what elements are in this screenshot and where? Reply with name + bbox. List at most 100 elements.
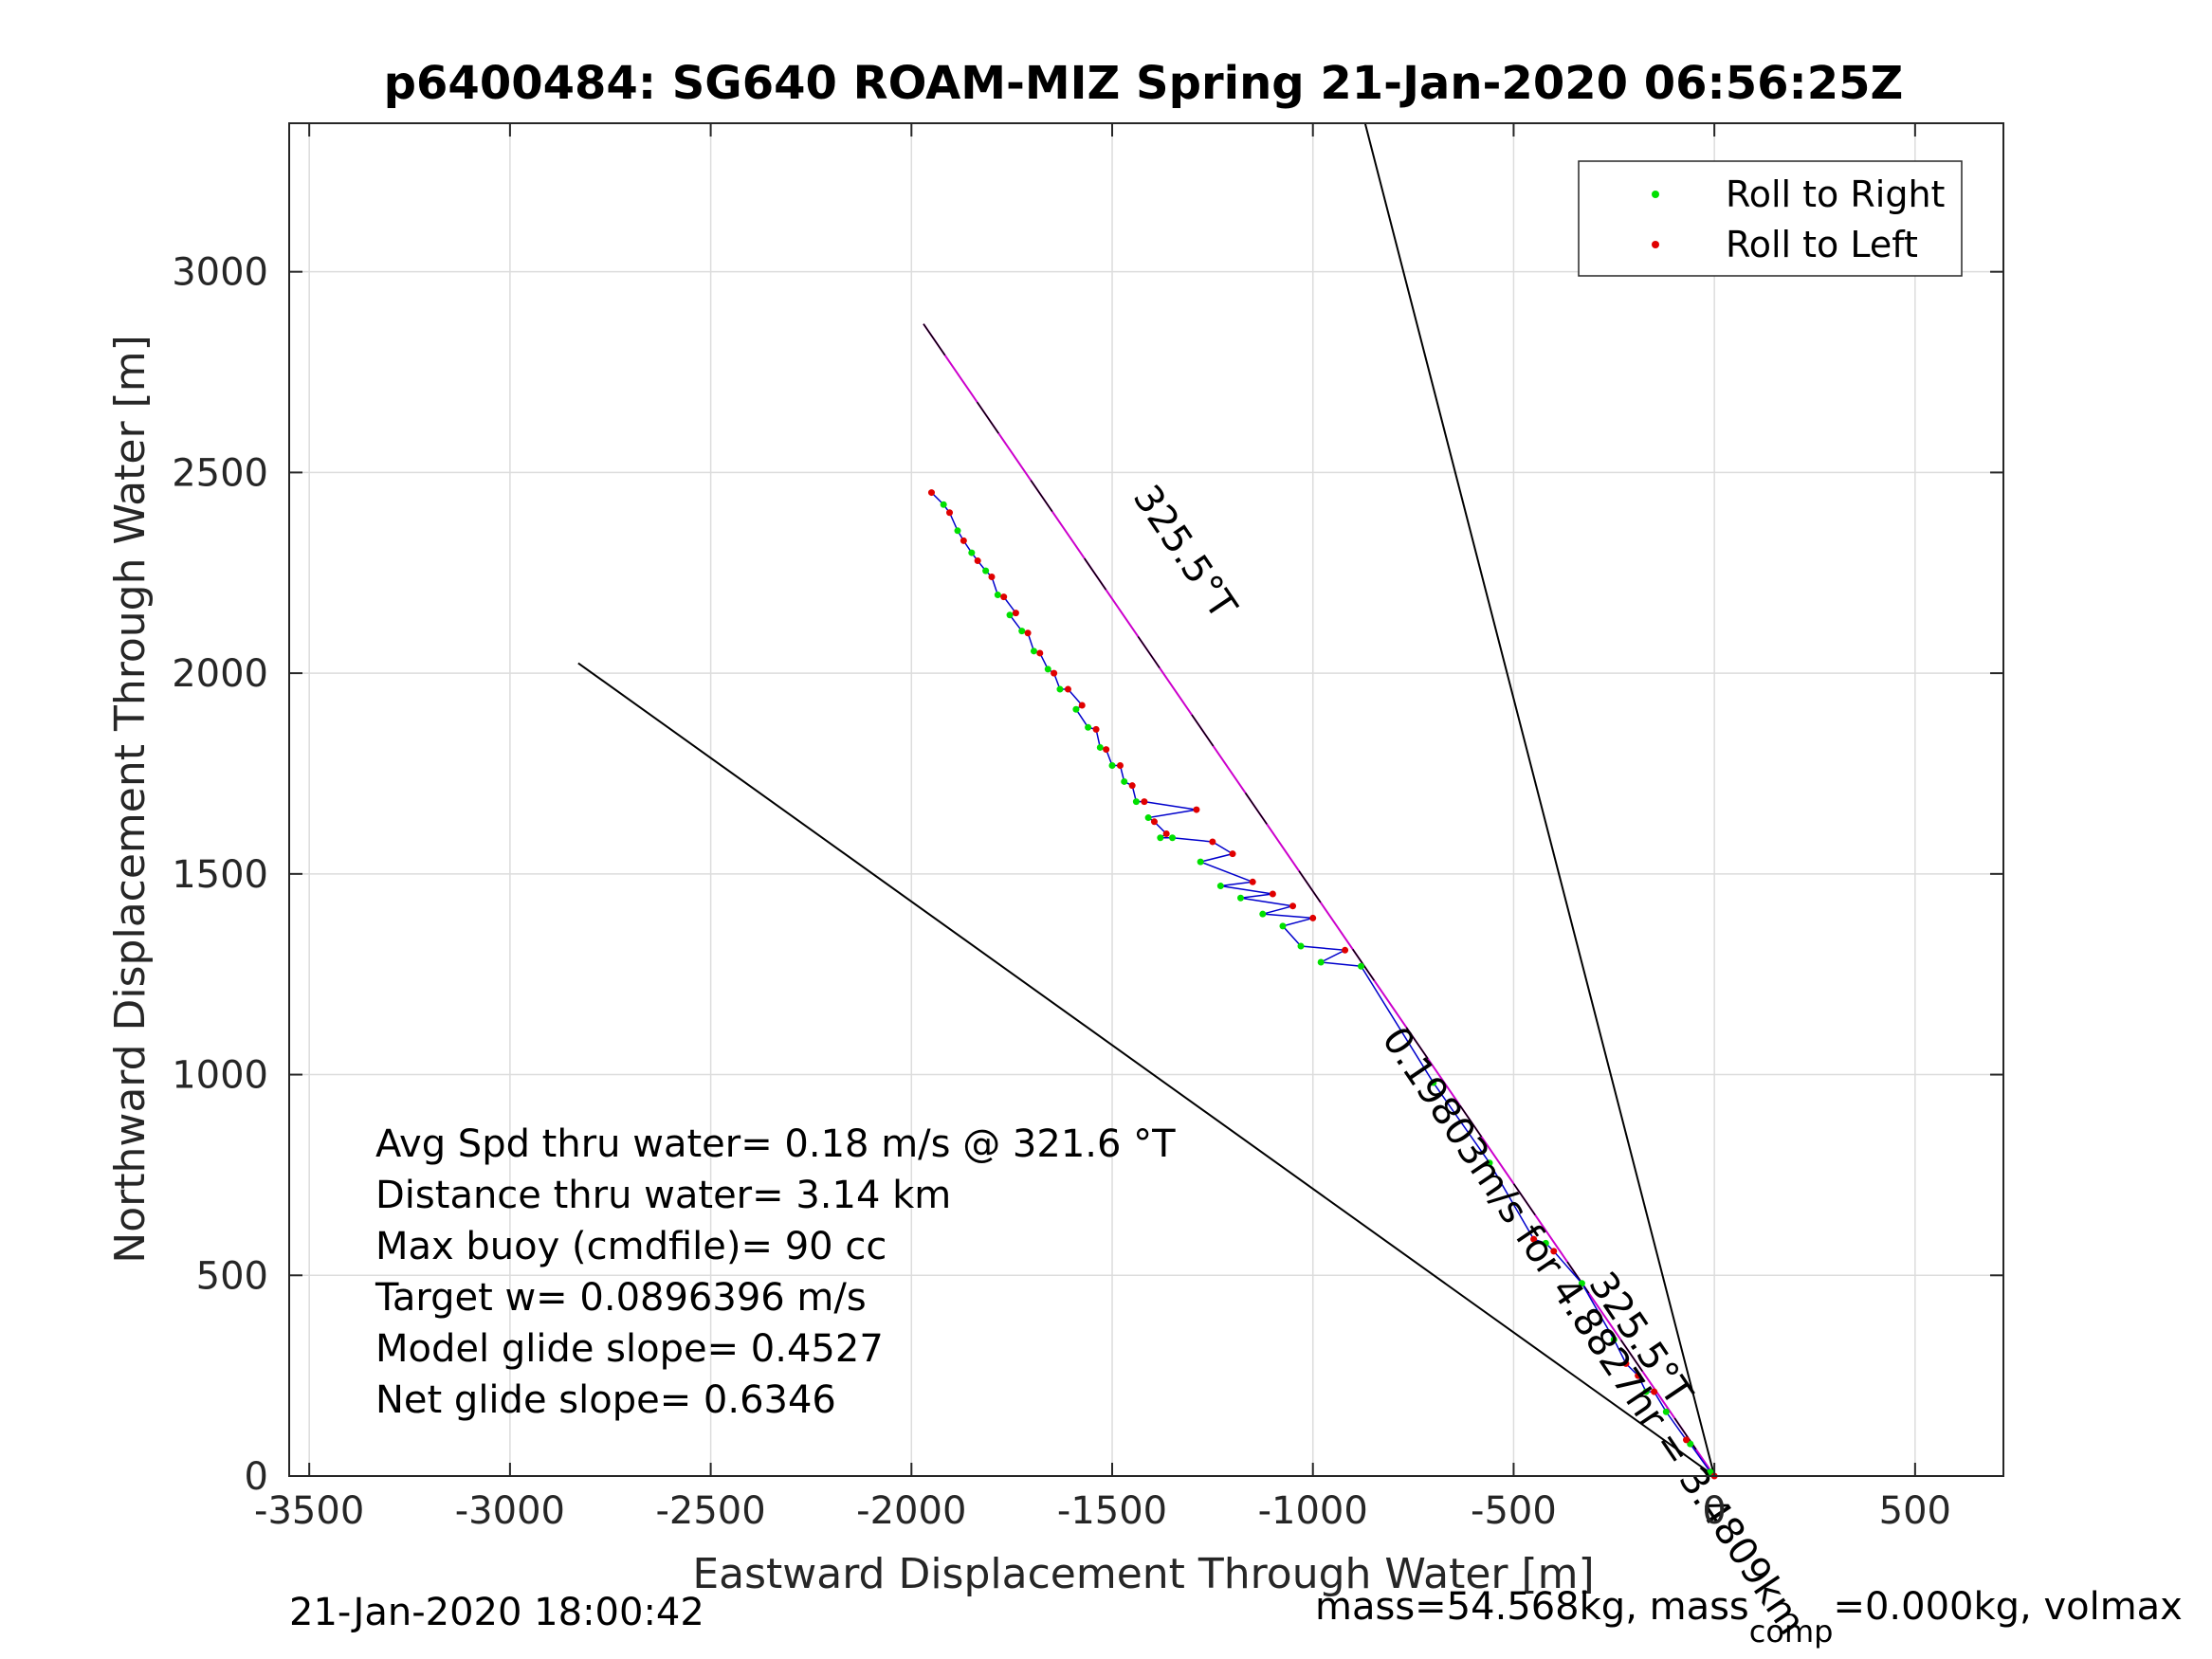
roll-left-point: [1682, 1436, 1690, 1444]
roll-left-point: [1150, 818, 1158, 826]
roll-right-point: [1578, 1280, 1585, 1287]
roll-right-point: [982, 567, 990, 574]
roll-right-point: [1486, 1159, 1493, 1167]
roll-right-point: [1169, 834, 1177, 842]
roll-right-point: [1259, 910, 1267, 918]
footer-mass-subscript: comp: [1749, 1613, 1834, 1650]
roll-left-point: [1530, 1235, 1538, 1243]
y-tick-label: 500: [196, 1254, 268, 1298]
chart-title: p6400484: SG640 ROAM-MIZ Spring 21-Jan-2…: [384, 57, 1904, 110]
roll-left-point: [1651, 1388, 1658, 1395]
reference-line: [577, 662, 1715, 1477]
roll-right-point: [1018, 628, 1026, 635]
legend-box: [1578, 160, 1963, 277]
footer-mass: mass=54.568kg, masscomp=0.000kg, volmax: [1315, 1585, 2183, 1650]
roll-right-point: [1072, 705, 1080, 713]
roll-right-point: [1096, 743, 1104, 751]
y-tick-label: 1500: [172, 853, 268, 897]
roll-right-point: [1144, 814, 1152, 822]
x-tick-label: 500: [1879, 1489, 1951, 1533]
roll-right-point: [1056, 685, 1064, 693]
x-tick-label: 0: [1702, 1489, 1726, 1533]
x-tick-label: -1500: [1057, 1489, 1167, 1533]
x-tick-label: -500: [1471, 1489, 1557, 1533]
legend-label-roll-right: Roll to Right: [1726, 173, 1945, 215]
roll-left-point: [927, 489, 935, 497]
roll-left-point: [1209, 838, 1216, 846]
roll-left-point: [1229, 850, 1236, 858]
reference-line: [1363, 122, 1716, 1477]
info-target-w: Target w= 0.0896396 m/s: [375, 1276, 867, 1320]
legend-marker-roll-left: [1652, 241, 1659, 248]
info-net-glide-slope: Net glide slope= 0.6346: [375, 1378, 836, 1422]
roll-right-point: [1108, 762, 1116, 770]
x-tick-label: -3000: [455, 1489, 565, 1533]
roll-left-point: [1141, 798, 1148, 806]
roll-right-point: [1662, 1408, 1670, 1415]
x-tick-label: -3500: [254, 1489, 364, 1533]
roll-right-point: [1085, 723, 1092, 731]
roll-left-point: [1078, 702, 1086, 709]
roll-left-point: [1103, 746, 1110, 754]
footer-mass-suffix: =0.000kg, volmax: [1833, 1585, 2182, 1629]
x-tick-label: -1000: [1258, 1489, 1368, 1533]
y-tick-label: 3000: [172, 251, 268, 295]
roll-right-point: [1006, 611, 1014, 619]
roll-right-point: [1157, 834, 1164, 842]
axis-ticks: [289, 123, 2003, 1477]
roll-left-point: [1051, 669, 1058, 677]
roll-left-point: [1249, 878, 1256, 885]
roll-left-point: [974, 557, 981, 565]
roll-left-point: [1024, 629, 1032, 637]
roll-left-point: [1092, 725, 1100, 733]
roll-right-point: [1044, 665, 1051, 673]
roll-left-point: [1193, 806, 1200, 813]
roll-left-point: [1622, 1359, 1630, 1367]
roll-left-point: [1128, 782, 1136, 790]
roll-left-point: [1550, 1248, 1558, 1255]
info-distance: Distance thru water= 3.14 km: [375, 1174, 951, 1217]
legend-marker-roll-right: [1652, 191, 1659, 198]
roll-right-point: [1121, 777, 1128, 785]
x-tick-label: -2000: [856, 1489, 966, 1533]
roll-right-point: [1030, 647, 1037, 655]
y-tick-label: 0: [245, 1455, 268, 1499]
roll-left-point: [1012, 610, 1019, 617]
y-tick-label: 1000: [172, 1054, 268, 1098]
roll-right-point: [1642, 1388, 1650, 1395]
legend-label-roll-left: Roll to Left: [1726, 224, 1918, 265]
roll-left-point: [1342, 946, 1349, 954]
y-tick-label: 2500: [172, 451, 268, 495]
legend: Roll to Right Roll to Left: [1578, 160, 1963, 277]
y-tick-labels: 0 500 1000 1500 2000 2500 3000: [172, 251, 268, 1499]
x-axis-label: Eastward Displacement Through Water [m]: [692, 1550, 1594, 1598]
roll-left-point: [1116, 762, 1124, 770]
info-max-buoy: Max buoy (cmdfile)= 90 cc: [375, 1225, 887, 1268]
roll-right-point: [940, 501, 947, 508]
x-tick-label: -2500: [655, 1489, 765, 1533]
roll-left-point: [1289, 902, 1297, 910]
roll-right-point: [1610, 1336, 1618, 1343]
roll-left-point: [988, 573, 996, 580]
roll-left-point: [960, 537, 967, 544]
x-tick-labels: -3500 -3000 -2500 -2000 -1500 -1000 -500 0 500: [254, 1489, 1951, 1533]
roll-left-point: [1269, 890, 1276, 898]
roll-right-point: [1132, 798, 1140, 806]
footer-timestamp: 21-Jan-2020 18:00:42: [289, 1591, 704, 1634]
footer-mass-prefix: mass=54.568kg, mass: [1315, 1585, 1749, 1629]
roll-left-point: [1036, 649, 1044, 657]
info-avg-speed: Avg Spd thru water= 0.18 m/s @ 321.6 °T: [375, 1122, 1176, 1166]
roll-right-point: [1197, 858, 1204, 866]
roll-right-point: [1237, 894, 1245, 902]
roll-right-point: [1297, 942, 1305, 950]
y-axis-label: Northward Displacement Through Water [m]: [106, 335, 155, 1263]
points: [927, 489, 1718, 1480]
roll-left-point: [1309, 914, 1317, 921]
roll-right-point: [1430, 1079, 1437, 1086]
y-tick-label: 2000: [172, 652, 268, 696]
info-text-block: Avg Spd thru water= 0.18 m/s @ 321.6 °T …: [375, 1122, 1176, 1422]
roll-left-point: [1635, 1372, 1642, 1379]
roll-right-point: [1707, 1468, 1714, 1476]
roll-right-point: [1358, 962, 1365, 970]
